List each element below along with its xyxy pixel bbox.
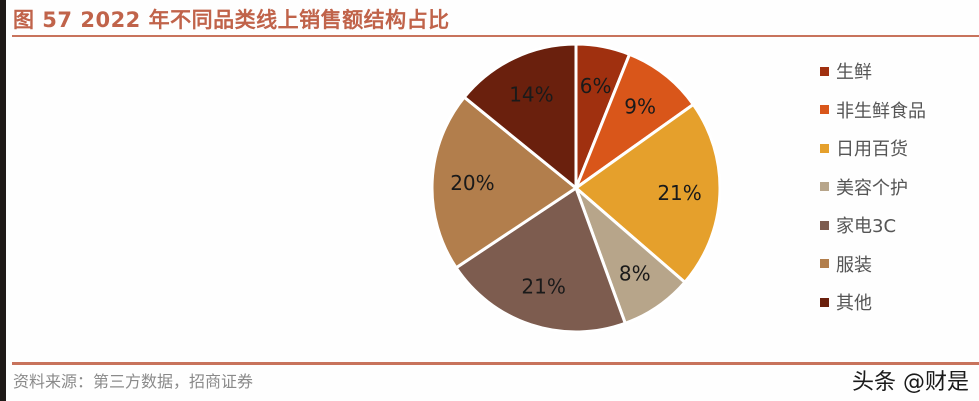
chart-title: 图 57 2022 年不同品类线上销售额结构占比: [13, 8, 450, 32]
slice-label: 20%: [450, 171, 494, 195]
legend-item: 非生鲜食品: [820, 91, 926, 130]
legend-label: 美容个护: [836, 177, 908, 199]
legend-swatch: [820, 66, 829, 76]
legend-swatch: [820, 297, 829, 307]
legend-label: 非生鲜食品: [836, 100, 926, 122]
legend-item: 其他: [820, 283, 926, 322]
slice-label: 9%: [624, 95, 656, 119]
legend-swatch: [820, 143, 829, 153]
legend-item: 日用百货: [820, 129, 926, 168]
legend-item: 服装: [820, 245, 926, 284]
pie-slice: [430, 95, 579, 270]
pie-slice: [454, 185, 628, 334]
legend-label: 日用百货: [836, 139, 908, 161]
source-note: 资料来源：第三方数据，招商证券: [13, 372, 254, 391]
legend-item: 家电3C: [820, 206, 926, 245]
pie-slice: [572, 52, 696, 193]
legend-item: 美容个护: [820, 168, 926, 207]
legend-swatch: [820, 220, 829, 230]
legend-label: 生鲜: [836, 62, 872, 84]
watermark: 头条 @财是: [852, 370, 969, 395]
slice-label: 6%: [580, 74, 612, 98]
legend-label: 其他: [836, 293, 872, 315]
legend: 生鲜 非生鲜食品 日用百货 美容个护 家电3C 服装 其他: [820, 52, 926, 322]
pie-slice: [462, 42, 578, 192]
legend-label: 服装: [836, 254, 872, 276]
legend-swatch: [820, 105, 829, 115]
left-edge-bar: [0, 0, 6, 401]
pie-slice: [573, 102, 722, 285]
title-divider: [12, 35, 979, 37]
slice-label: 8%: [619, 261, 651, 285]
slice-label: 14%: [509, 82, 553, 106]
slice-label: 21%: [521, 275, 565, 299]
legend-item: 生鲜: [820, 52, 926, 91]
legend-swatch: [820, 182, 829, 192]
slice-label: 21%: [657, 181, 701, 205]
footer-divider: [12, 362, 979, 365]
legend-swatch: [820, 259, 829, 269]
legend-label: 家电3C: [836, 216, 897, 238]
